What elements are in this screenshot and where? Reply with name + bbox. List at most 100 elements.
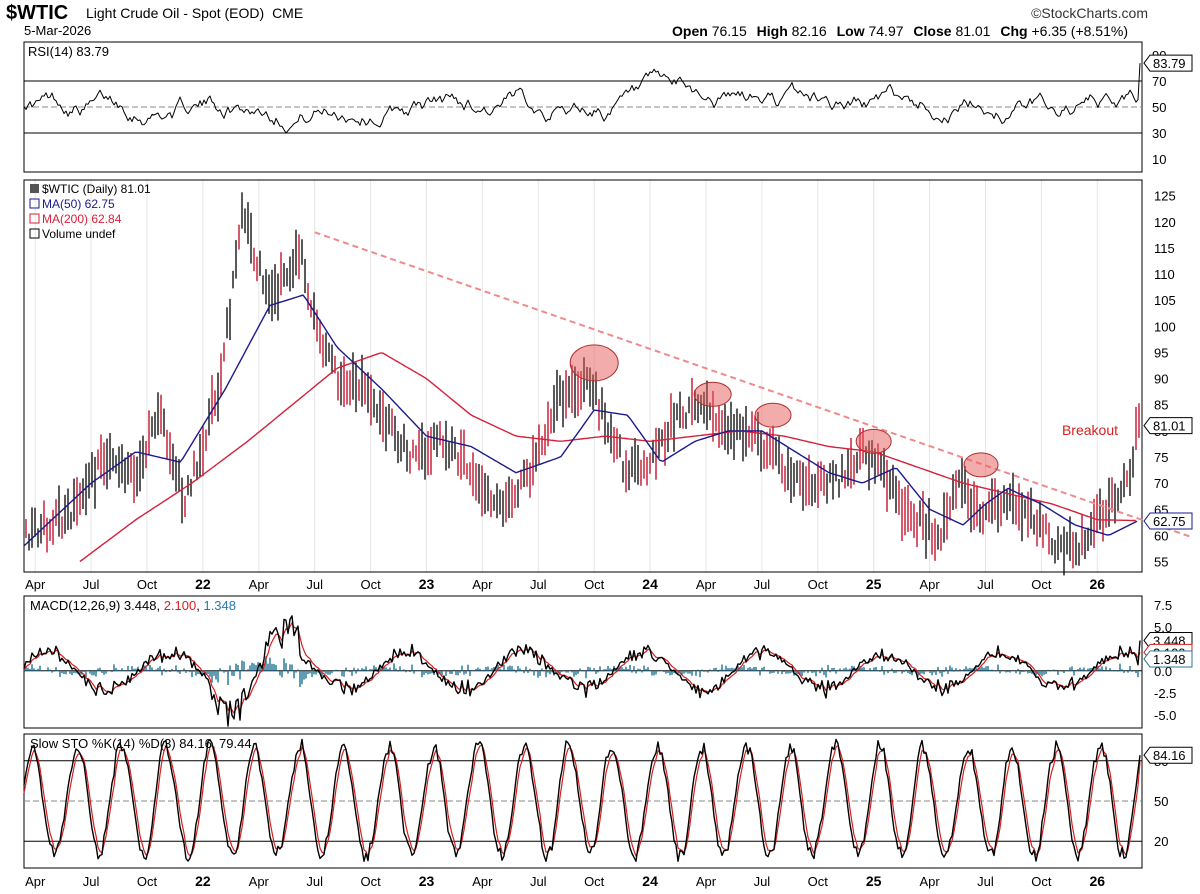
symbol-description: Light Crude Oil - Spot (EOD) CME [86,5,303,21]
price-y-tick: 95 [1154,345,1168,360]
close-label: Close [913,23,952,39]
price-x-label: Jul [530,577,547,592]
sto-x-label: 26 [1089,873,1105,889]
legend-swatch [29,228,40,239]
open-value: 76.15 [711,23,747,39]
price-x-label: 24 [642,576,658,592]
price-x-label: Oct [1031,577,1052,592]
chg-label: Chg [1000,23,1028,39]
ma200-line [79,352,1136,563]
price-x-label: 25 [866,576,882,592]
rsi-last-value-box [1143,54,1193,72]
peak-highlight-circle [963,452,999,478]
sto-x-label: 25 [866,873,882,889]
price-last-close: 81.01 [1143,417,1193,435]
price-last-close-box [1143,417,1193,435]
price-y-tick: 110 [1154,267,1175,282]
sto-y-tick: 20 [1154,834,1168,849]
macd-y-tick: -5.0 [1154,708,1176,723]
price-x-label: 23 [419,576,435,592]
rsi-y-tick: 30 [1152,126,1166,141]
price-panel-frame [23,179,1143,573]
price-last-close-text: 81.01 [1153,419,1186,434]
sto-legend: Slow STO %K(14) %D(3) 84.16, 79.44 [30,736,252,751]
ma50-last-value-text: 62.75 [1153,514,1186,529]
sto-x-label: Apr [249,874,270,889]
high-value: 82.16 [791,23,827,39]
price-legend-item: $WTIC (Daily) 81.01 [42,182,151,196]
exchange-text: CME [272,5,304,21]
price-x-label: Apr [25,577,46,592]
price-x-label: 22 [195,576,211,592]
macd-y-tick: 0.0 [1154,664,1172,679]
price-y-tick: 55 [1154,555,1168,570]
ma50-last-value-box [1143,512,1193,530]
price-x-label: Jul [977,577,994,592]
price-x-label: Oct [808,577,829,592]
chg-value: +6.35 (+8.51%) [1031,23,1128,39]
resistance-trendline [314,231,1193,539]
sto-x-label: Oct [1031,874,1052,889]
macd-y-tick: 5.0 [1154,620,1172,635]
rsi-last-value-text: 83.79 [1153,56,1186,71]
price-x-label: Oct [360,577,381,592]
peak-highlight-circle [754,402,792,428]
price-x-label: Oct [137,577,158,592]
macd-panel-frame [23,595,1143,729]
sto-x-label: 23 [419,873,435,889]
price-x-label: 26 [1089,576,1105,592]
peak-highlight-circle [693,381,732,407]
macd-hist-last-value-box [1143,650,1193,668]
sto-x-label: Apr [472,874,493,889]
sto-x-label: Oct [808,874,829,889]
peak-highlight-circle [569,344,619,382]
rsi-y-tick: 10 [1152,152,1166,167]
sto-x-label: 24 [642,873,658,889]
sto-x-label: Jul [83,874,100,889]
sto-last-value: 84.16 [1143,746,1193,764]
low-value: 74.97 [868,23,904,39]
sto-x-label: Apr [696,874,717,889]
price-y-tick: 120 [1154,215,1176,230]
price-x-label: Jul [754,577,771,592]
rsi-line [23,63,1141,134]
price-legend-item: MA(200) 62.84 [42,212,122,226]
sto-x-label: Jul [754,874,771,889]
price-x-label: Jul [83,577,100,592]
macd-legend-part: MACD(12,26,9) [30,598,124,613]
symbol-title: $WTIC [6,2,69,24]
sto-x-label: Jul [530,874,547,889]
sto-x-label: Oct [137,874,158,889]
macd-legend-part: , [196,598,203,613]
peak-highlight-circle [855,428,892,454]
macd-y-tick: 7.5 [1154,598,1172,613]
high-label: High [756,23,788,39]
ma50-line [23,294,1138,547]
chart-date: 5-Mar-2026 [24,23,92,38]
price-legend-item: Volume undef [42,227,116,241]
price-y-tick: 105 [1154,293,1176,308]
description-text: Light Crude Oil - Spot (EOD) [86,5,265,21]
macd-line [23,615,1141,727]
price-x-label: Apr [919,577,940,592]
legend-swatch [30,184,39,193]
rsi-y-tick: 70 [1152,74,1166,89]
price-y-tick: 90 [1154,372,1168,387]
price-y-tick: 75 [1154,450,1168,465]
low-label: Low [836,23,865,39]
price-y-tick: 100 [1154,319,1176,334]
macd-legend-part: 2.100 [164,598,197,613]
legend-swatch [29,198,40,209]
close-value: 81.01 [955,23,991,39]
macd-legend: MACD(12,26,9) 3.448, 2.100, 1.348 [30,598,236,613]
sto-y-tick: 50 [1154,794,1168,809]
price-y-tick: 70 [1154,476,1168,491]
ohlc-readout: Open 76.15 High 82.16 Low 74.97 Close 81… [672,23,1134,39]
stockcharts-logo[interactable]: ©StockCharts.com [1031,5,1148,21]
open-label: Open [672,23,708,39]
price-y-tick: 125 [1154,189,1176,204]
legend-swatch [29,213,40,224]
price-legend-item: MA(50) 62.75 [42,197,115,211]
sto-x-label: Apr [25,874,46,889]
